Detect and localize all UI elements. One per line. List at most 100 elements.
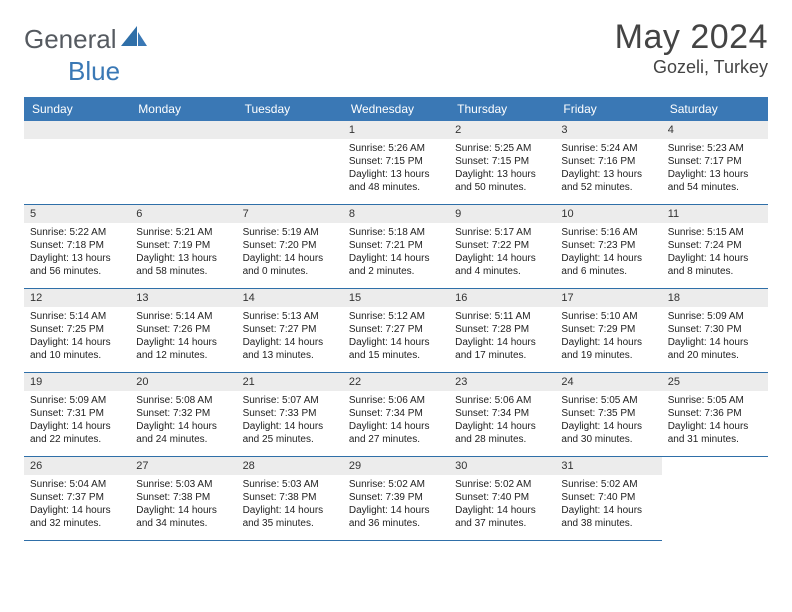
day-number: 3 [555,121,661,139]
day-cell: 12Sunrise: 5:14 AMSunset: 7:25 PMDayligh… [24,289,130,373]
day-cell: 13 Sunrise: 5:14 AMSunset: 7:26 PMDayligh… [130,289,236,373]
day-details: Sunrise: 5:03 AMSunset: 7:38 PMDaylight:… [136,478,230,530]
weekday-label: Wednesday [343,97,449,121]
day-number: 5 [24,205,130,223]
day-number: 4 [662,121,768,139]
day-details: Sunrise: 5:08 AMSunset: 7:32 PMDaylight:… [136,394,230,446]
day-cell: 16Sunrise: 5:11 AMSunset: 7:28 PMDayligh… [449,289,555,373]
day-number: 20 [130,373,236,391]
day-cell: 17 Sunrise: 5:10 AMSunset: 7:29 PMDayligh… [555,289,661,373]
day-number: 15 [343,289,449,307]
day-number: 2 [449,121,555,139]
day-number: 23 [449,373,555,391]
logo-text-general: General [24,24,117,55]
day-cell: 29 Sunrise: 5:02 AMSunset: 7:39 PMDayligh… [343,457,449,541]
day-details: Sunrise: 5:13 AMSunset: 7:27 PMDaylight:… [243,310,337,362]
day-cell: 1 Sunrise: 5:26 AMSunset: 7:15 PMDaylight… [343,121,449,205]
weekday-label: Friday [555,97,661,121]
day-number: 10 [555,205,661,223]
day-number: 26 [24,457,130,475]
day-details: Sunrise: 5:19 AMSunset: 7:20 PMDaylight:… [243,226,337,278]
day-cell: 22 Sunrise: 5:06 AMSunset: 7:34 PMDayligh… [343,373,449,457]
day-number: 29 [343,457,449,475]
calendar-grid: 1 Sunrise: 5:26 AMSunset: 7:15 PMDaylight… [24,121,768,541]
day-details: Sunrise: 5:14 AMSunset: 7:26 PMDaylight:… [136,310,230,362]
day-number: 17 [555,289,661,307]
day-number: 31 [555,457,661,475]
day-details: Sunrise: 5:10 AMSunset: 7:29 PMDaylight:… [561,310,655,362]
day-number: 30 [449,457,555,475]
day-cell: 20 Sunrise: 5:08 AMSunset: 7:32 PMDayligh… [130,373,236,457]
day-cell: 27 Sunrise: 5:03 AMSunset: 7:38 PMDayligh… [130,457,236,541]
day-details: Sunrise: 5:23 AMSunset: 7:17 PMDaylight:… [668,142,762,194]
day-details: Sunrise: 5:18 AMSunset: 7:21 PMDaylight:… [349,226,443,278]
day-cell: 15 Sunrise: 5:12 AMSunset: 7:27 PMDayligh… [343,289,449,373]
month-title: May 2024 [615,18,768,57]
day-cell: 19Sunrise: 5:09 AMSunset: 7:31 PMDayligh… [24,373,130,457]
day-cell: 24Sunrise: 5:05 AMSunset: 7:35 PMDayligh… [555,373,661,457]
logo-sail-icon [121,26,147,53]
weekday-label: Thursday [449,97,555,121]
day-details: Sunrise: 5:07 AMSunset: 7:33 PMDaylight:… [243,394,337,446]
day-cell: 30 Sunrise: 5:02 AMSunset: 7:40 PMDayligh… [449,457,555,541]
day-details: Sunrise: 5:21 AMSunset: 7:19 PMDaylight:… [136,226,230,278]
day-details: Sunrise: 5:04 AMSunset: 7:37 PMDaylight:… [30,478,124,530]
day-number: 12 [24,289,130,307]
day-cell: 18 Sunrise: 5:09 AMSunset: 7:30 PMDayligh… [662,289,768,373]
day-details: Sunrise: 5:05 AMSunset: 7:36 PMDaylight:… [668,394,762,446]
day-number: 21 [237,373,343,391]
day-details: Sunrise: 5:17 AMSunset: 7:22 PMDaylight:… [455,226,549,278]
day-number: 13 [130,289,236,307]
day-cell: 7 Sunrise: 5:19 AMSunset: 7:20 PMDaylight… [237,205,343,289]
day-cell: 26 Sunrise: 5:04 AMSunset: 7:37 PMDayligh… [24,457,130,541]
day-details: Sunrise: 5:02 AMSunset: 7:40 PMDaylight:… [561,478,655,530]
day-cell: 28 Sunrise: 5:03 AMSunset: 7:38 PMDayligh… [237,457,343,541]
day-number: 27 [130,457,236,475]
day-number: 9 [449,205,555,223]
day-cell: 25 Sunrise: 5:05 AMSunset: 7:36 PMDayligh… [662,373,768,457]
day-number: 24 [555,373,661,391]
day-number: 22 [343,373,449,391]
empty-cell [130,121,236,205]
calendar-page: General May 2024 Gozeli, Turkey Blue Sun… [0,0,792,541]
day-cell: 8 Sunrise: 5:18 AMSunset: 7:21 PMDaylight… [343,205,449,289]
day-cell: 6 Sunrise: 5:21 AMSunset: 7:19 PMDaylight… [130,205,236,289]
day-details: Sunrise: 5:22 AMSunset: 7:18 PMDaylight:… [30,226,124,278]
day-number: 1 [343,121,449,139]
day-details: Sunrise: 5:24 AMSunset: 7:16 PMDaylight:… [561,142,655,194]
weekday-label: Monday [130,97,236,121]
day-cell: 9 Sunrise: 5:17 AMSunset: 7:22 PMDaylight… [449,205,555,289]
day-number: 28 [237,457,343,475]
weekday-header: SundayMondayTuesdayWednesdayThursdayFrid… [24,97,768,121]
day-details: Sunrise: 5:16 AMSunset: 7:23 PMDaylight:… [561,226,655,278]
day-cell: 23Sunrise: 5:06 AMSunset: 7:34 PMDayligh… [449,373,555,457]
logo-text-blue: Blue [24,56,120,86]
day-number: 7 [237,205,343,223]
day-details: Sunrise: 5:03 AMSunset: 7:38 PMDaylight:… [243,478,337,530]
day-number: 11 [662,205,768,223]
weekday-label: Sunday [24,97,130,121]
empty-cell [24,121,130,205]
day-cell: 4 Sunrise: 5:23 AMSunset: 7:17 PMDaylight… [662,121,768,205]
day-details: Sunrise: 5:12 AMSunset: 7:27 PMDaylight:… [349,310,443,362]
day-cell: 31 Sunrise: 5:02 AMSunset: 7:40 PMDayligh… [555,457,661,541]
day-cell: 10 Sunrise: 5:16 AMSunset: 7:23 PMDayligh… [555,205,661,289]
day-cell: 3 Sunrise: 5:24 AMSunset: 7:16 PMDaylight… [555,121,661,205]
weekday-label: Saturday [662,97,768,121]
day-number: 16 [449,289,555,307]
day-number: 18 [662,289,768,307]
day-number: 14 [237,289,343,307]
day-cell: 21 Sunrise: 5:07 AMSunset: 7:33 PMDayligh… [237,373,343,457]
day-number: 8 [343,205,449,223]
day-details: Sunrise: 5:02 AMSunset: 7:39 PMDaylight:… [349,478,443,530]
day-details: Sunrise: 5:25 AMSunset: 7:15 PMDaylight:… [455,142,549,194]
day-number: 6 [130,205,236,223]
day-details: Sunrise: 5:26 AMSunset: 7:15 PMDaylight:… [349,142,443,194]
day-cell: 2 Sunrise: 5:25 AMSunset: 7:15 PMDaylight… [449,121,555,205]
weekday-label: Tuesday [237,97,343,121]
day-number: 25 [662,373,768,391]
day-details: Sunrise: 5:09 AMSunset: 7:30 PMDaylight:… [668,310,762,362]
day-cell: 11Sunrise: 5:15 AMSunset: 7:24 PMDayligh… [662,205,768,289]
day-details: Sunrise: 5:02 AMSunset: 7:40 PMDaylight:… [455,478,549,530]
day-details: Sunrise: 5:06 AMSunset: 7:34 PMDaylight:… [349,394,443,446]
